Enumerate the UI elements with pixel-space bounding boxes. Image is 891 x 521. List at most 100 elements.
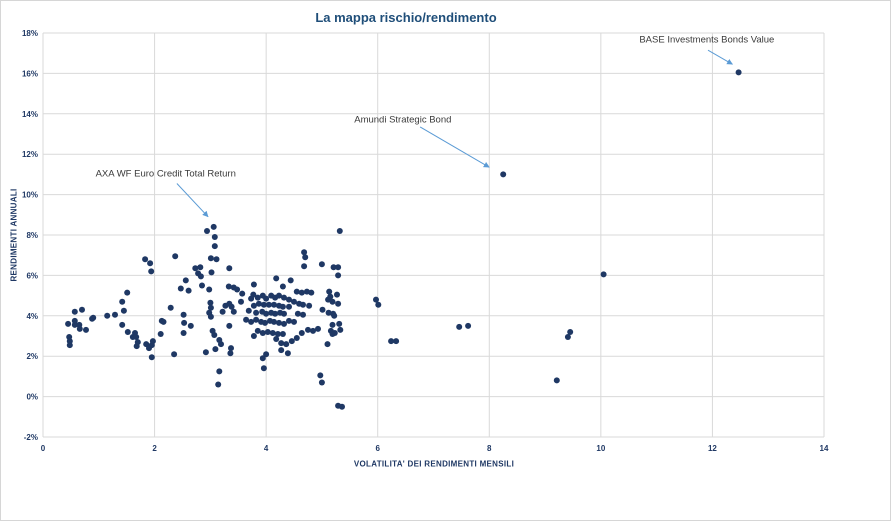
y-tick-label: 18% <box>22 29 38 38</box>
x-tick-label: 8 <box>487 444 492 453</box>
data-point <box>254 327 261 334</box>
data-point <box>228 345 234 352</box>
chart-title: La mappa rischio/rendimento <box>315 10 497 25</box>
data-point <box>207 299 214 306</box>
data-point <box>329 321 336 328</box>
data-point <box>218 341 224 348</box>
data-point <box>272 310 279 317</box>
data-point <box>254 294 261 301</box>
data-point <box>134 339 141 346</box>
data-point <box>119 321 126 328</box>
data-point <box>226 265 233 272</box>
data-point <box>71 308 78 315</box>
data-point <box>157 331 164 337</box>
annotation-label-axa: AXA WF Euro Credit Total Return <box>95 168 236 180</box>
data-point <box>234 286 241 293</box>
data-point <box>294 310 301 317</box>
data-point <box>250 302 257 309</box>
y-tick-label: 10% <box>22 191 38 200</box>
data-point <box>197 264 204 271</box>
data-point <box>310 327 316 334</box>
data-point <box>142 256 149 263</box>
data-point <box>600 271 607 278</box>
data-point <box>76 325 83 332</box>
data-point <box>197 273 204 280</box>
data-point <box>465 322 472 329</box>
data-point <box>172 253 179 260</box>
data-point <box>286 296 292 303</box>
data-point <box>279 283 286 290</box>
data-point <box>147 260 154 267</box>
data-point <box>336 228 343 234</box>
data-point <box>260 301 267 308</box>
y-tick-label: 8% <box>26 231 38 240</box>
data-point <box>393 338 400 345</box>
annotation-arrow <box>419 126 490 168</box>
x-tick-label: 2 <box>152 444 157 453</box>
data-point <box>185 287 192 294</box>
data-point <box>230 308 237 315</box>
data-point <box>293 288 300 295</box>
data-point <box>339 403 345 410</box>
y-tick-label: 16% <box>22 69 38 78</box>
data-point <box>301 263 308 270</box>
data-point <box>388 338 395 345</box>
y-tick-label: -2% <box>24 433 38 442</box>
data-point <box>206 286 213 293</box>
data-point <box>259 330 266 336</box>
data-point <box>271 301 277 308</box>
y-tick-label: 6% <box>26 271 38 280</box>
data-point <box>104 312 111 319</box>
x-tick-label: 12 <box>708 444 717 453</box>
data-point <box>250 333 257 339</box>
data-point <box>253 309 260 316</box>
y-tick-label: 0% <box>26 393 38 402</box>
data-point <box>301 249 308 256</box>
data-point <box>263 295 270 302</box>
data-point <box>281 320 287 327</box>
data-point <box>238 298 244 305</box>
data-point <box>263 351 270 358</box>
data-point <box>265 301 272 308</box>
data-point <box>250 291 257 298</box>
data-point <box>286 303 292 310</box>
data-point <box>300 311 306 318</box>
data-point <box>335 272 342 279</box>
data-point <box>308 289 315 296</box>
data-point <box>212 346 219 353</box>
data-point <box>210 223 217 230</box>
data-point <box>318 261 325 268</box>
data-point <box>288 338 295 345</box>
data-point <box>182 277 189 284</box>
data-point <box>263 310 270 317</box>
data-point <box>207 304 214 311</box>
data-point <box>71 321 78 328</box>
data-point <box>337 326 344 333</box>
data-point <box>264 329 271 335</box>
data-point <box>315 325 321 332</box>
data-point <box>271 318 277 325</box>
annotation-label-amundi: Amundi Strategic Bond <box>354 114 452 126</box>
data-point <box>124 329 131 335</box>
y-tick-label: 12% <box>22 150 38 159</box>
data-point <box>259 355 266 362</box>
y-axis-title: RENDIMENTI ANNUALI <box>9 188 19 282</box>
data-point <box>325 309 332 316</box>
data-point <box>287 277 294 284</box>
data-point <box>319 306 326 313</box>
data-point <box>192 265 199 272</box>
data-point <box>211 332 218 338</box>
x-tick-label: 6 <box>375 444 380 453</box>
data-point <box>278 347 285 354</box>
data-point <box>291 298 297 305</box>
data-point <box>253 316 260 323</box>
data-point <box>211 234 218 240</box>
data-point <box>211 243 218 250</box>
data-point <box>279 331 286 337</box>
data-point <box>735 69 742 76</box>
data-point <box>278 340 285 347</box>
data-point <box>250 281 257 288</box>
data-point <box>65 320 72 327</box>
data-point <box>281 294 287 301</box>
